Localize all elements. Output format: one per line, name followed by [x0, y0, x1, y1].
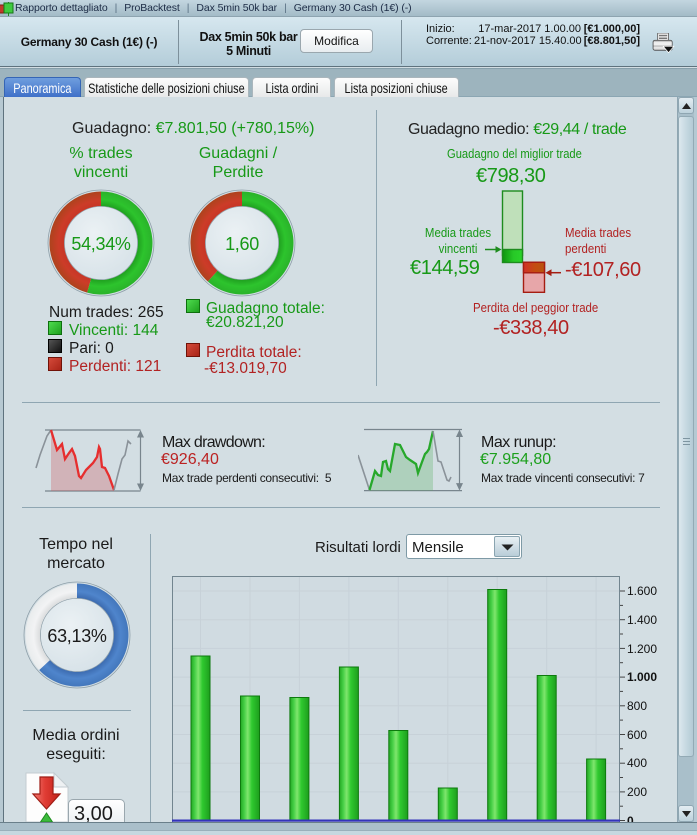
- svg-text:0: 0: [627, 814, 634, 828]
- svg-text:1.400: 1.400: [627, 613, 657, 627]
- svg-text:1.000: 1.000: [627, 670, 657, 684]
- svg-text:200: 200: [627, 785, 647, 799]
- svg-text:400: 400: [627, 756, 647, 770]
- svg-text:1.600: 1.600: [627, 584, 657, 598]
- svg-text:800: 800: [627, 699, 647, 713]
- svg-text:600: 600: [627, 728, 647, 742]
- svg-text:1.200: 1.200: [627, 642, 657, 656]
